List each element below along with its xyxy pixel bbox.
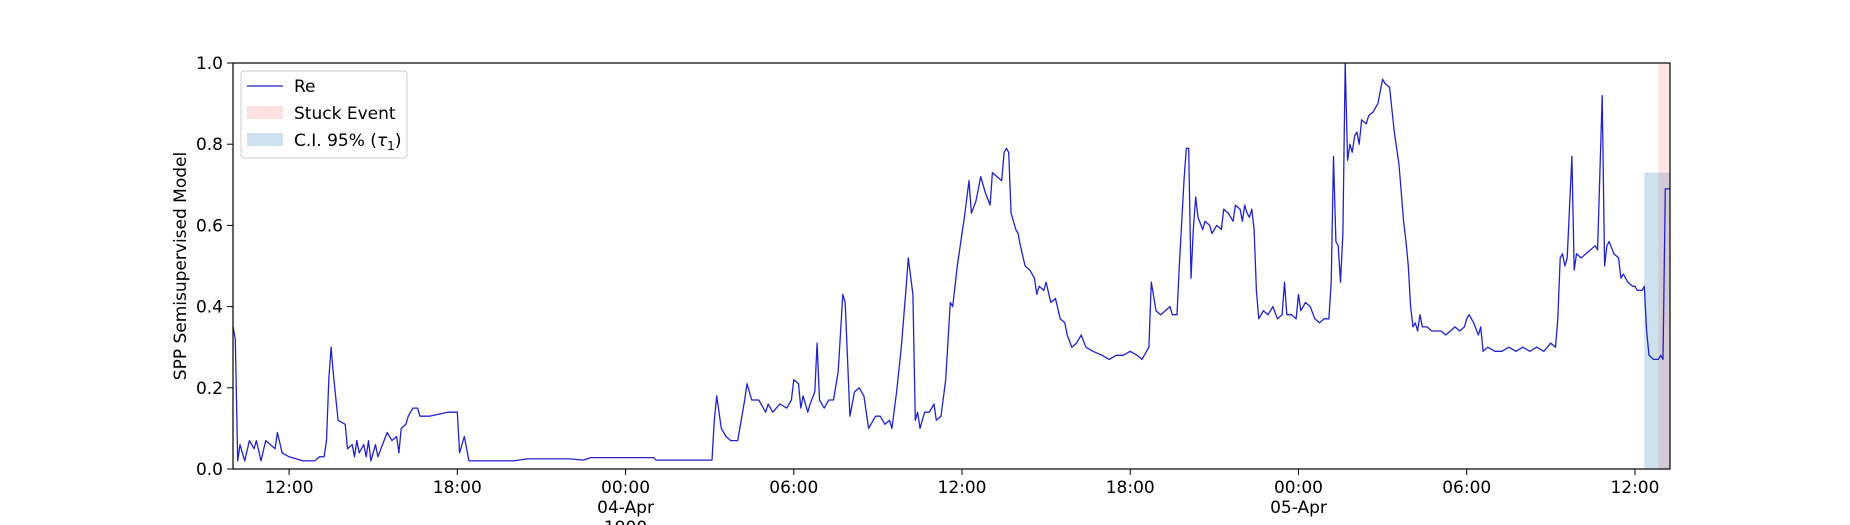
x-tick-label: 18:00: [433, 478, 482, 498]
x-tick-label: 18:00: [1106, 478, 1155, 498]
x-tick-label: 00:00: [1274, 478, 1323, 498]
series-line-re: [232, 62, 1670, 462]
x-tick-label: 12:00: [265, 478, 314, 498]
y-tick-label: 0.0: [196, 460, 223, 480]
legend-label: Re: [294, 77, 316, 97]
legend-box: [240, 70, 408, 159]
x-tick-date-label: 05-Apr: [1270, 498, 1327, 518]
legend-swatch-patch: [247, 106, 283, 119]
legend-label: C.I. 95% (τ1): [294, 131, 401, 153]
y-tick-label: 0.4: [196, 298, 223, 318]
series-group: [232, 62, 1670, 462]
x-tick-label: 12:00: [938, 478, 987, 498]
y-tick-label: 0.8: [196, 135, 223, 155]
y-tick-label: 0.2: [196, 379, 223, 399]
y-tick-label: 1.0: [196, 54, 223, 74]
region-c-i-95-: [1644, 172, 1670, 469]
x-tick-label: 06:00: [1442, 478, 1491, 498]
axes-frame: [232, 62, 1671, 470]
y-axis: 0.0 0.2 0.4 0.6 0.8 1.0: [196, 54, 233, 480]
legend: Re Stuck Event C.I. 95% (τ1): [240, 70, 408, 159]
y-tick-label: 0.6: [196, 216, 223, 236]
x-tick-label: 06:00: [769, 478, 818, 498]
x-tick-label: 00:00: [601, 478, 650, 498]
legend-label: Stuck Event: [294, 104, 396, 124]
x-tick-year-label: 1900: [604, 518, 647, 525]
highlight-regions: [1644, 63, 1670, 469]
y-axis-label: SPP Semisupervised Model: [171, 152, 191, 380]
x-tick-label: 12:00: [1610, 478, 1659, 498]
x-tick-date-label: 04-Apr: [597, 498, 654, 518]
legend-swatch-patch: [247, 133, 283, 146]
x-axis: 12:0018:0000:0004-Apr190006:0012:0018:00…: [265, 469, 1659, 525]
